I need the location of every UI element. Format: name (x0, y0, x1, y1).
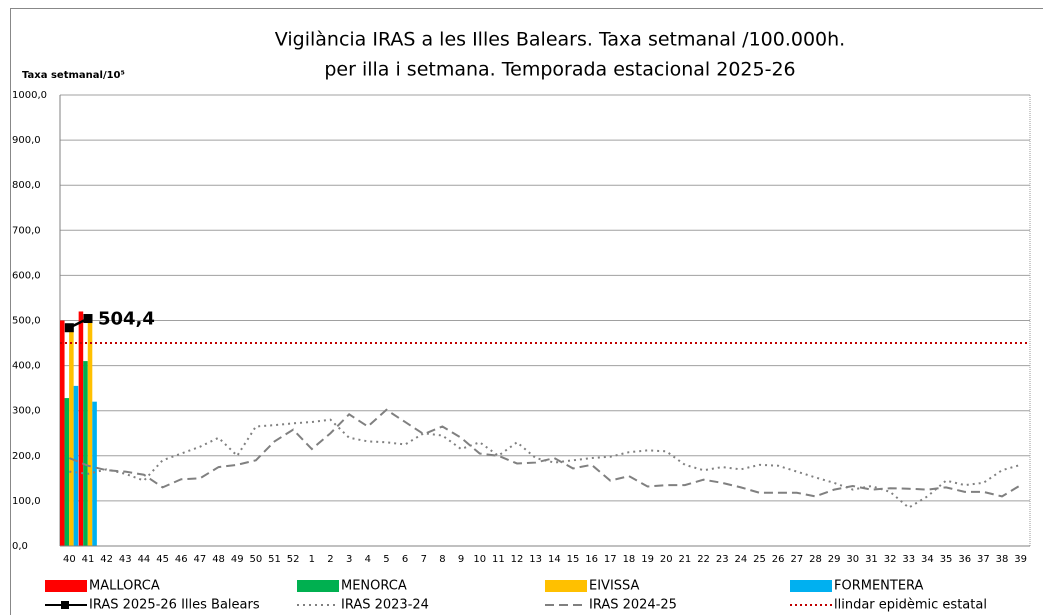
legend-marker (61, 601, 69, 609)
y-axis-label: Taxa setmanal/10⁵ (22, 70, 125, 81)
x-tick-label: 8 (439, 554, 445, 565)
x-tick-label: 23 (716, 554, 729, 565)
bar (73, 385, 79, 546)
y-tick-label: 0,0 (12, 541, 28, 552)
x-tick-label: 18 (623, 554, 636, 565)
y-tick-label: 400,0 (12, 361, 41, 372)
marker (64, 323, 74, 333)
x-tick-label: 31 (865, 554, 878, 565)
legend-label: FORMENTERA (834, 579, 924, 594)
x-tick-label: 30 (846, 554, 859, 565)
y-tick-label: 600,0 (12, 270, 41, 281)
y-tick-label: 500,0 (12, 316, 41, 327)
x-tick-label: 11 (492, 554, 505, 565)
chart-subtitle: per illa i setmana. Temporada estacional… (324, 59, 795, 81)
frame (10, 8, 1043, 615)
x-tick-label: 47 (194, 554, 207, 565)
x-tick-label: 1 (309, 554, 315, 565)
legend-label: llindar epidèmic estatal (834, 598, 987, 613)
x-tick-label: 51 (268, 554, 281, 565)
x-tick-label: 20 (660, 554, 673, 565)
x-tick-label: 14 (548, 554, 561, 565)
bar (83, 361, 88, 546)
x-tick-label: 13 (529, 554, 542, 565)
y-tick-label: 700,0 (12, 225, 41, 236)
x-tick-label: 36 (958, 554, 971, 565)
x-tick-label: 26 (772, 554, 785, 565)
line (69, 418, 1021, 509)
x-tick-label: 7 (421, 554, 427, 565)
x-tick-label: 33 (902, 554, 915, 565)
y-tick-label: 300,0 (12, 406, 41, 417)
x-tick-label: 2 (327, 554, 333, 565)
x-tick-label: 21 (679, 554, 692, 565)
y-tick-label: 1000,0 (12, 90, 47, 101)
legend-label: EIVISSA (589, 579, 640, 594)
bar (87, 320, 93, 546)
x-tick-label: 16 (585, 554, 598, 565)
bar (69, 331, 74, 546)
x-tick-label: 35 (940, 554, 953, 565)
legend-label: MALLORCA (89, 579, 160, 594)
x-tick-label: 49 (231, 554, 244, 565)
x-tick-label: 15 (567, 554, 580, 565)
legend-swatch (790, 580, 832, 592)
bar (78, 311, 84, 546)
x-tick-label: 27 (790, 554, 803, 565)
x-tick-label: 43 (119, 554, 132, 565)
x-tick-label: 48 (212, 554, 225, 565)
legend-label: MENORCA (341, 579, 407, 594)
legend-swatch (297, 580, 339, 592)
data-label: 504,4 (98, 309, 155, 330)
legend-label: IRAS 2023-24 (341, 598, 429, 613)
x-tick-label: 50 (249, 554, 262, 565)
x-tick-label: 44 (138, 554, 151, 565)
x-tick-label: 24 (734, 554, 747, 565)
x-tick-label: 52 (287, 554, 300, 565)
y-tick-label: 100,0 (12, 496, 41, 507)
bar (92, 401, 97, 546)
x-tick-label: 9 (458, 554, 464, 565)
legend-label: IRAS 2025-26 Illes Balears (89, 598, 260, 613)
y-tick-label: 200,0 (12, 451, 41, 462)
y-tick-label: 900,0 (12, 135, 41, 146)
chart-title: Vigilància IRAS a les Illes Balears. Tax… (275, 29, 845, 51)
x-tick-label: 39 (1014, 554, 1027, 565)
marker (83, 314, 93, 324)
y-tick-label: 800,0 (12, 180, 41, 191)
x-tick-label: 42 (100, 554, 113, 565)
x-tick-label: 19 (641, 554, 654, 565)
x-tick-label: 22 (697, 554, 710, 565)
x-tick-label: 5 (383, 554, 389, 565)
x-tick-label: 40 (63, 554, 76, 565)
x-tick-label: 6 (402, 554, 408, 565)
legend-swatch (545, 580, 587, 592)
line (68, 408, 1022, 498)
x-tick-label: 32 (884, 554, 897, 565)
x-tick-label: 25 (753, 554, 766, 565)
x-tick-label: 29 (828, 554, 841, 565)
bar (60, 320, 65, 546)
x-tick-label: 28 (809, 554, 822, 565)
x-tick-label: 12 (511, 554, 524, 565)
x-tick-label: 46 (175, 554, 188, 565)
x-tick-label: 4 (365, 554, 371, 565)
x-tick-label: 45 (156, 554, 169, 565)
legend-swatch (45, 580, 87, 592)
legend-label: IRAS 2024-25 (589, 598, 677, 613)
bar (64, 398, 70, 546)
x-tick-label: 3 (346, 554, 352, 565)
x-tick-label: 17 (604, 554, 617, 565)
x-tick-label: 41 (82, 554, 95, 565)
x-tick-label: 38 (996, 554, 1009, 565)
x-tick-label: 10 (473, 554, 486, 565)
x-tick-label: 37 (977, 554, 990, 565)
x-tick-label: 34 (921, 554, 934, 565)
